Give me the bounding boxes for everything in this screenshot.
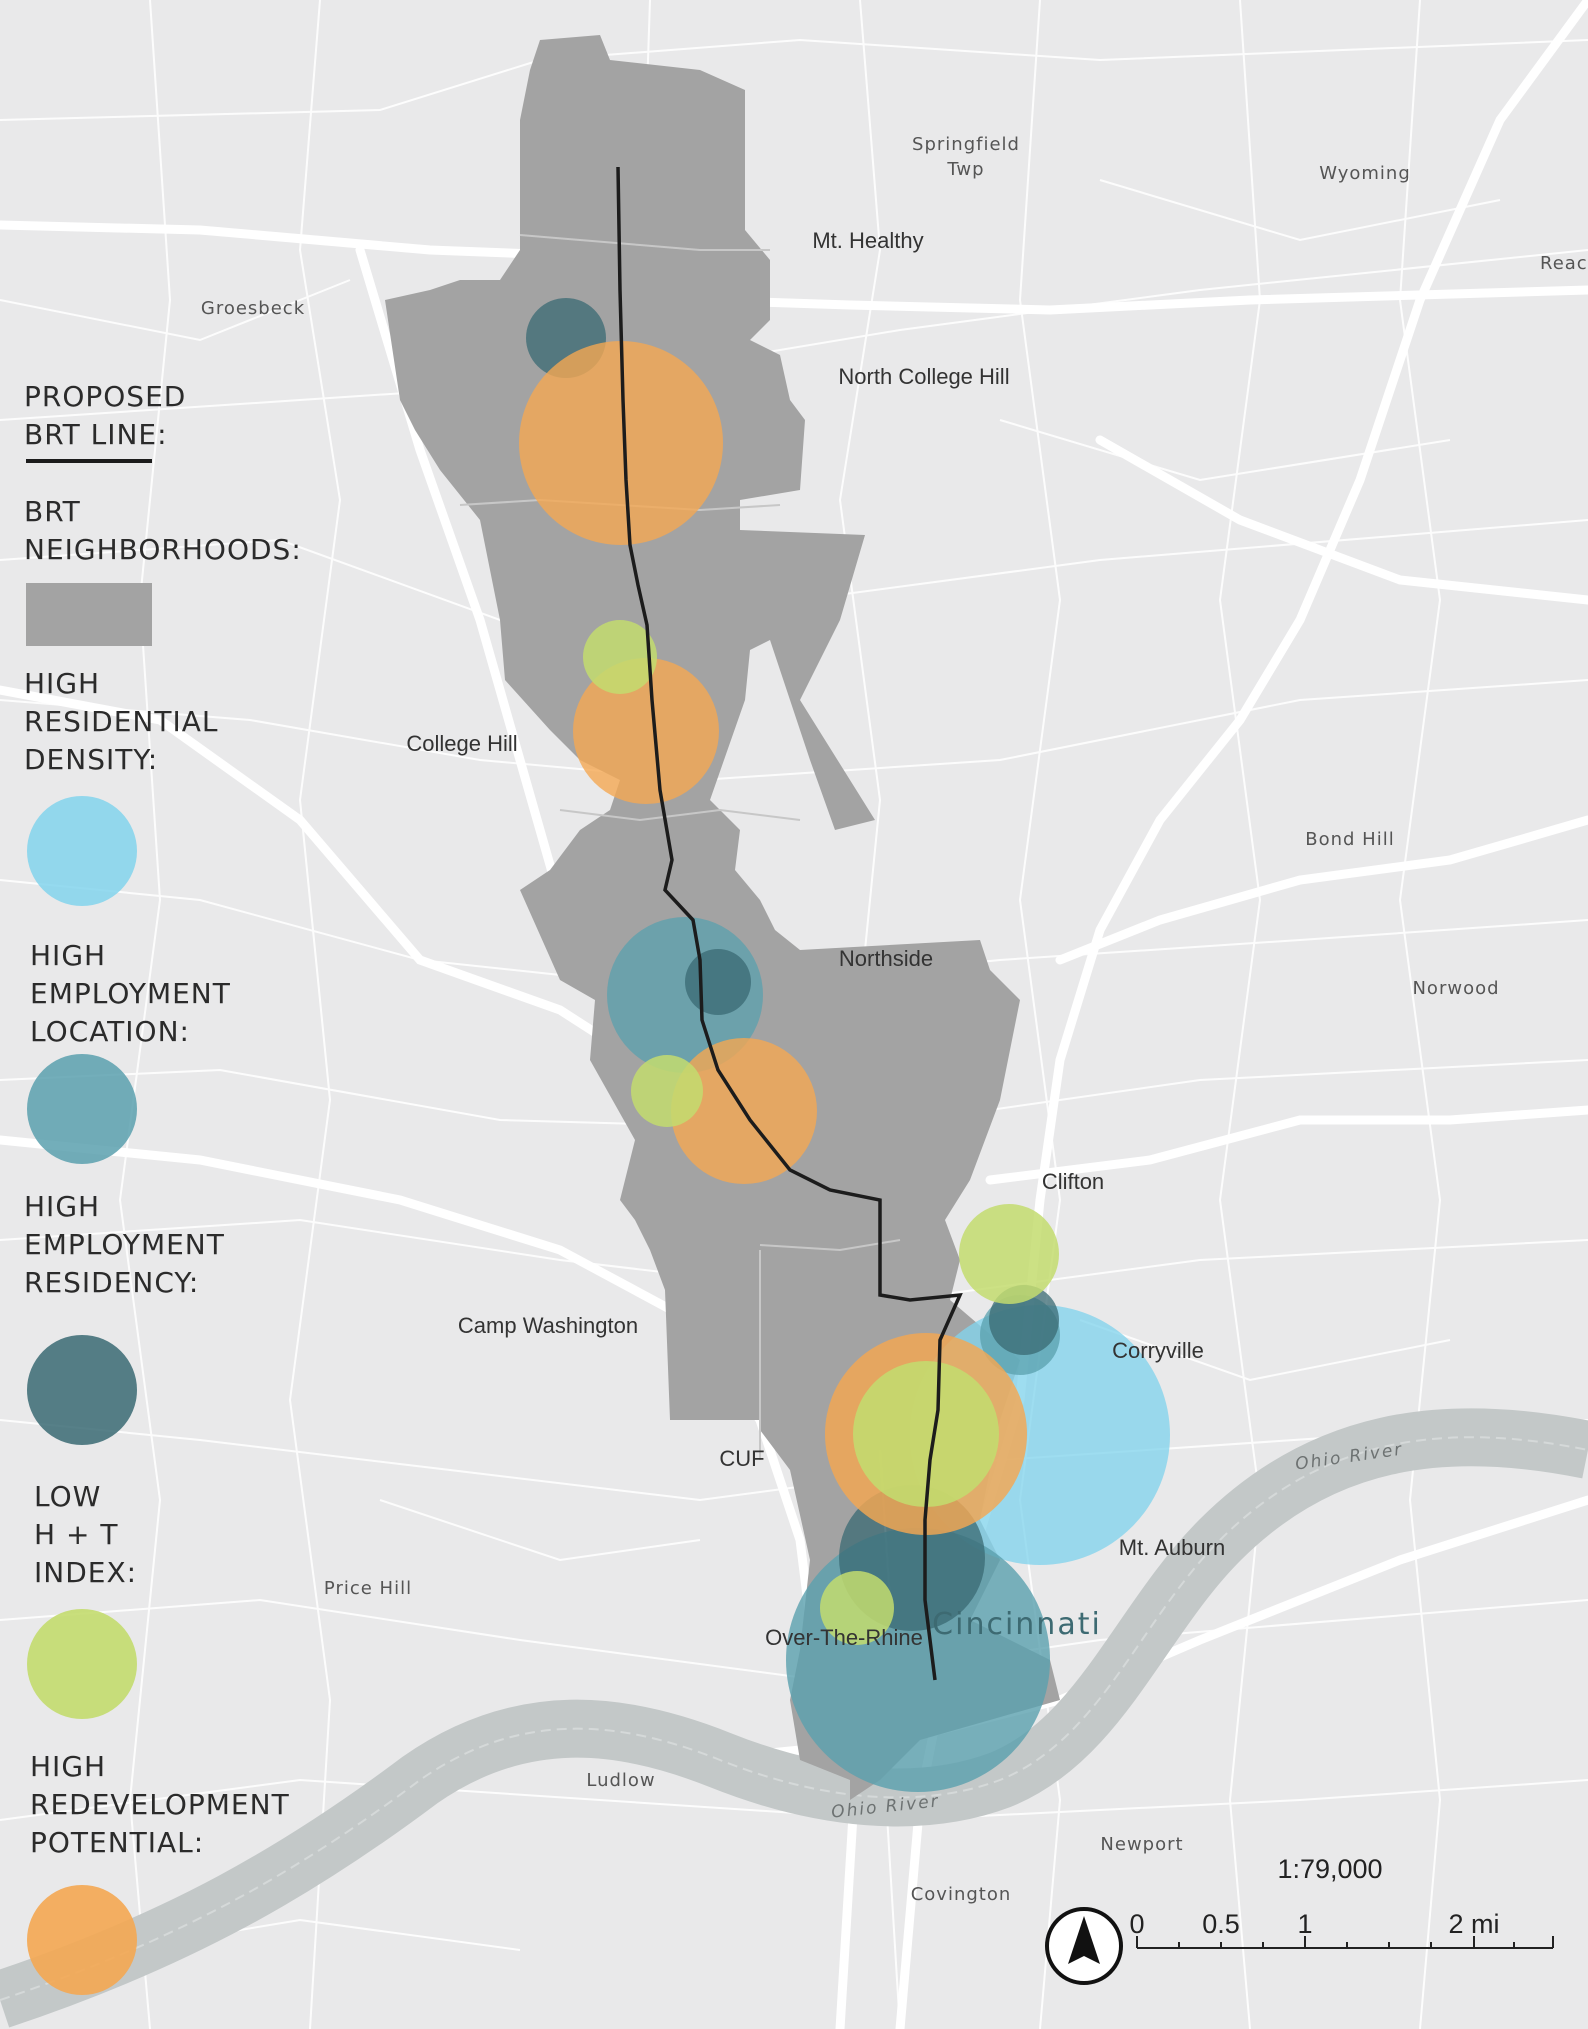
- label-corryville: Corryville: [1112, 1338, 1204, 1363]
- high-redevelopment-potential-circle: [519, 341, 723, 545]
- legend-high-residential-density-swatch: [27, 796, 137, 906]
- low-ht-index-circle: [631, 1055, 703, 1127]
- label-bond-hill: Bond Hill: [1305, 829, 1394, 850]
- scale-tick-0-5: 0.5: [1202, 1909, 1240, 1939]
- legend-low-ht-index-label: LOW H + T INDEX:: [34, 1480, 137, 1589]
- label-ludlow: Ludlow: [586, 1770, 655, 1791]
- legend-low-ht-index-swatch: [27, 1609, 137, 1719]
- label-cuf: CUF: [719, 1446, 764, 1471]
- scale-tick-2mi: 2 mi: [1448, 1909, 1499, 1939]
- label-college-hill: College Hill: [406, 731, 517, 756]
- label-norwood: Norwood: [1412, 978, 1499, 999]
- label-mt-auburn: Mt. Auburn: [1119, 1535, 1225, 1560]
- label-camp-washington: Camp Washington: [458, 1313, 638, 1338]
- legend-brt-line-label: PROPOSED BRT LINE:: [24, 380, 196, 451]
- label-northside: Northside: [839, 946, 933, 971]
- label-springfield-twp: Twp: [946, 159, 984, 180]
- legend-high-employment-location-swatch: [27, 1054, 137, 1164]
- label-price-hill: Price Hill: [324, 1578, 412, 1599]
- legend: PROPOSED BRT LINE: BRT NEIGHBORHOODS: HI…: [24, 380, 302, 1995]
- high-redevelopment-potential-circle: [573, 658, 719, 804]
- scale-tick-1: 1: [1297, 1909, 1312, 1939]
- label-mt-healthy: Mt. Healthy: [812, 228, 923, 253]
- legend-high-residential-density-label: HIGH RESIDENTIAL DENSITY:: [24, 667, 228, 776]
- high-employment-residency-circle: [685, 949, 751, 1015]
- legend-high-redevelopment-potential-swatch: [27, 1885, 137, 1995]
- north-arrow-icon: [1045, 1907, 1123, 1985]
- scale-ratio: 1:79,000: [1277, 1854, 1382, 1884]
- scale-tick-0: 0: [1129, 1909, 1144, 1939]
- legend-high-employment-location-label: HIGH EMPLOYMENT LOCATION:: [30, 939, 241, 1048]
- legend-high-employment-residency-swatch: [27, 1335, 137, 1445]
- label-covington: Covington: [911, 1884, 1012, 1905]
- indicator-circles: [519, 298, 1170, 1792]
- legend-high-redevelopment-potential-label: HIGH REDEVELOPMENT POTENTIAL:: [30, 1750, 300, 1859]
- low-ht-index-circle: [853, 1361, 999, 1507]
- proposed-brt-line: [616, 166, 963, 1681]
- low-ht-index-circle: [959, 1204, 1059, 1304]
- label-reading: Reac: [1540, 253, 1588, 274]
- label-clifton: Clifton: [1042, 1169, 1104, 1194]
- label-springfield: Springfield: [912, 134, 1020, 155]
- label-wyoming: Wyoming: [1319, 163, 1411, 184]
- label-cincinnati: Cincinnati: [932, 1607, 1102, 1642]
- place-labels: Springfield Twp Wyoming Reac Mt. Healthy…: [201, 134, 1588, 1905]
- label-groesbeck: Groesbeck: [201, 298, 305, 319]
- legend-high-employment-residency-label: HIGH EMPLOYMENT RESIDENCY:: [24, 1190, 235, 1299]
- low-ht-index-circle: [820, 1571, 894, 1645]
- label-over-the-rhine: Over-The-Rhine: [765, 1625, 923, 1650]
- legend-brt-neighborhoods-label: BRT NEIGHBORHOODS:: [24, 495, 302, 566]
- label-newport: Newport: [1100, 1834, 1183, 1855]
- label-north-college-hill: North College Hill: [838, 364, 1009, 389]
- low-ht-index-circle: [583, 620, 657, 694]
- legend-brt-neighborhoods-swatch: [26, 583, 152, 646]
- scale-bar: 1:79,000 0 0.5 1 2 mi: [1129, 1854, 1554, 1949]
